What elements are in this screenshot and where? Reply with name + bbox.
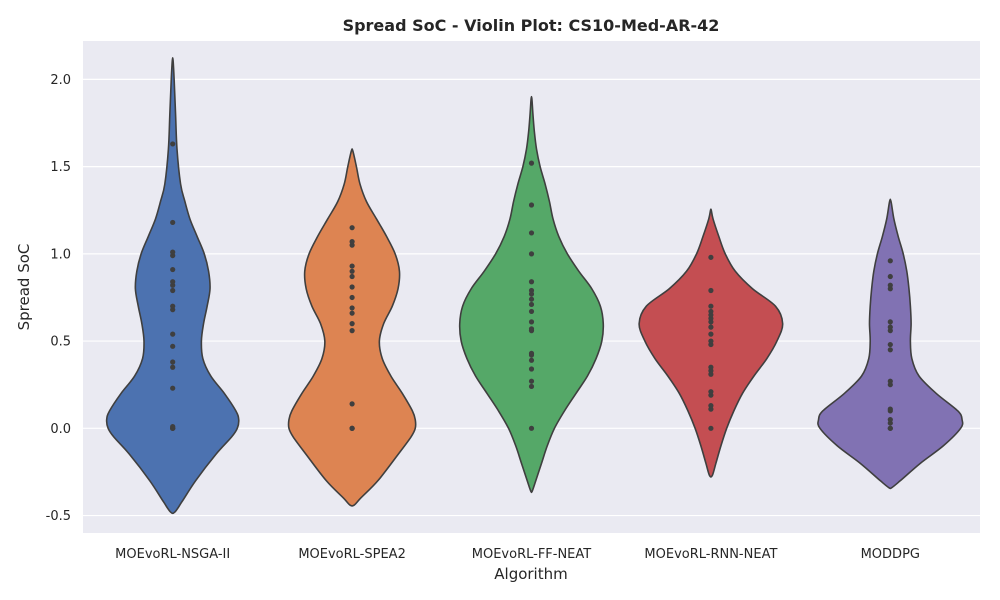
data-point [708,331,714,337]
data-point [349,310,355,316]
data-point [528,366,535,372]
x-tick-label: MOEvoRL-SPEA2 [298,547,406,562]
data-point [887,406,893,412]
data-point [528,425,535,431]
data-point [708,403,714,409]
data-point [528,319,535,325]
data-point [528,296,535,302]
data-point [708,254,714,260]
data-point [170,423,176,430]
data-point [708,389,714,395]
data-point [528,378,535,384]
data-point [170,141,176,147]
data-point [349,239,355,245]
data-point [887,347,893,353]
data-point [170,343,176,349]
data-point [170,331,176,337]
x-tick-label: MODDPG [861,547,920,562]
y-tick-label: 0.5 [50,335,71,350]
data-point [708,308,714,315]
data-point [349,294,355,301]
y-tick-label: 1.0 [50,247,71,262]
data-point [170,219,176,226]
y-tick-label: 2.0 [50,73,71,88]
x-axis-label: Algorithm [494,565,567,583]
data-point [708,425,714,431]
y-tick-label: 1.5 [50,160,71,175]
data-point [708,338,714,344]
data-point [528,326,535,332]
data-point [170,287,176,294]
data-point [528,383,535,390]
data-point [349,328,355,334]
data-point [170,385,176,391]
data-point [349,425,355,431]
data-point [708,364,714,370]
data-point [349,321,355,327]
data-point [528,202,535,208]
data-point [170,303,176,309]
data-point [887,282,893,288]
data-point [887,416,893,423]
data-point [349,268,355,274]
data-point [528,357,535,363]
data-point [170,364,176,370]
data-point [528,230,535,236]
data-point [887,273,893,280]
violins [105,56,964,515]
data-point [349,273,355,280]
y-tick-label: -0.5 [46,509,71,524]
chart-title: Spread SoC - Violin Plot: CS10-Med-AR-42 [343,16,720,35]
data-point [349,305,355,311]
data-point [887,378,893,384]
x-tick-labels: MOEvoRL-NSGA-II MOEvoRL-SPEA2 MOEvoRL-FF-N… [115,547,920,562]
data-point [708,287,714,294]
data-point [349,263,355,269]
data-point [170,266,176,273]
data-point [349,284,355,290]
data-point [170,249,176,255]
data-point [528,350,535,356]
data-point [528,301,535,308]
y-axis-label: Spread SoC [15,244,33,331]
data-point [887,258,893,264]
x-tick-label: MOEvoRL-RNN-NEAT [644,547,777,562]
data-point [887,341,893,348]
data-point [887,324,893,330]
x-tick-label: MOEvoRL-NSGA-II [115,547,230,562]
data-point [170,359,176,365]
data-point [528,308,535,315]
data-point [887,425,893,431]
data-point [887,319,893,325]
data-point [528,279,535,285]
data-point [349,401,355,407]
data-point [528,287,535,294]
x-tick-label: MOEvoRL-FF-NEAT [472,547,592,562]
data-point [528,160,535,166]
data-point [708,324,714,330]
data-point [170,279,176,285]
y-tick-label: 0.0 [50,422,71,437]
data-point [349,225,355,231]
y-tick-labels: -0.5 0.0 0.5 1.0 1.5 2.0 [46,73,71,524]
data-point [708,303,714,309]
data-point [528,251,535,257]
violin-body [287,148,417,507]
